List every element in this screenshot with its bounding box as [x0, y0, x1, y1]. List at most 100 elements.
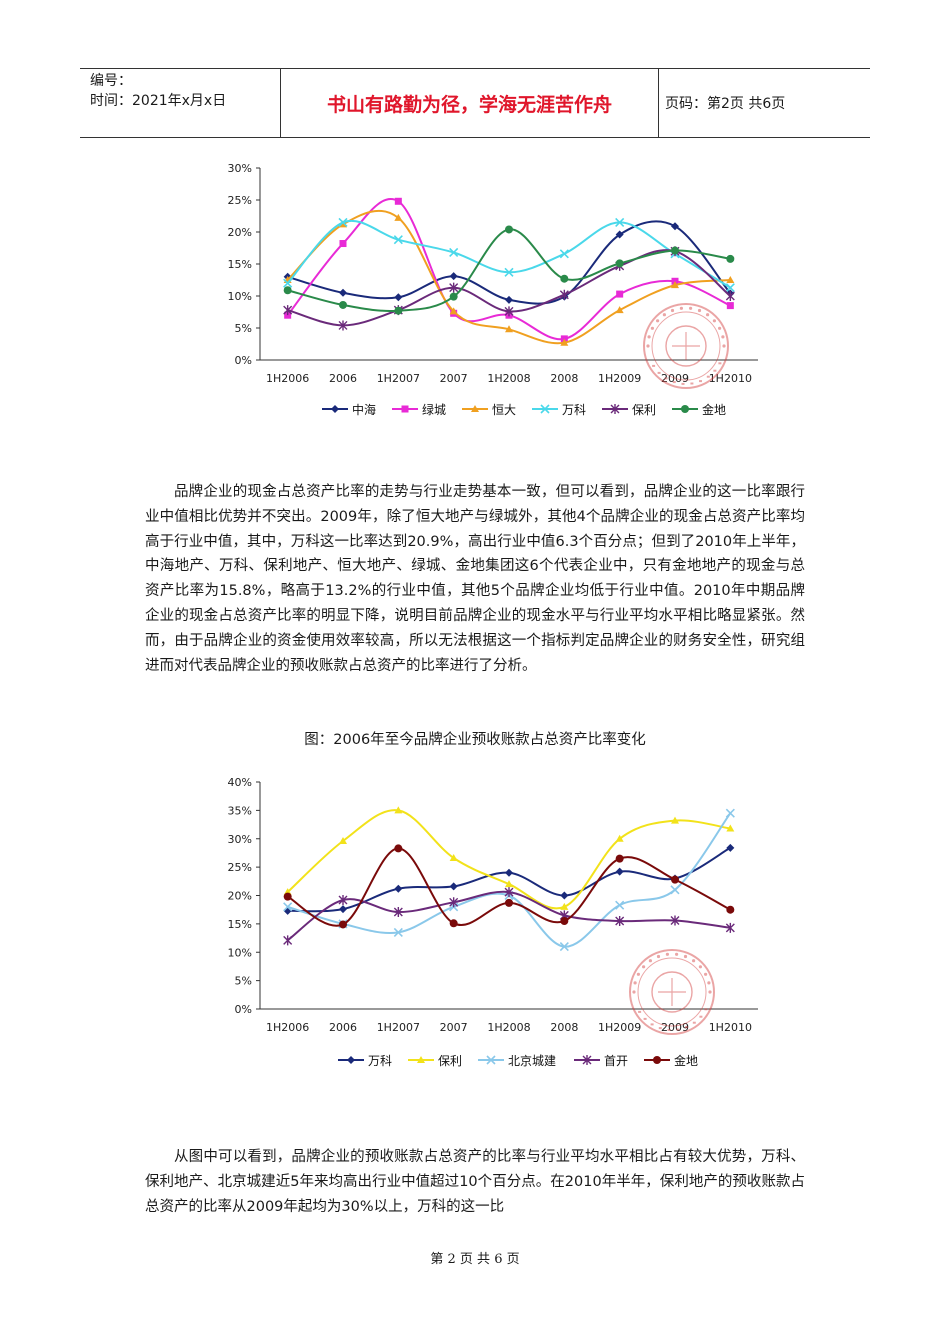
data-point [504, 887, 514, 898]
data-point [726, 254, 735, 263]
data-point [671, 281, 679, 289]
legend-marker [653, 1056, 661, 1064]
y-tick-label: 10% [228, 290, 252, 303]
data-point [505, 880, 513, 888]
data-point [615, 867, 624, 876]
x-tick-label: 2008 [550, 372, 578, 385]
x-tick-label: 1H2006 [266, 372, 309, 385]
series-line [287, 812, 732, 948]
legend-item: 绿城 [392, 402, 446, 417]
data-point [505, 325, 513, 333]
x-tick-label: 2007 [440, 372, 468, 385]
data-point [449, 307, 458, 315]
y-tick-label: 25% [228, 861, 252, 874]
data-point [393, 927, 403, 937]
data-point [615, 230, 624, 239]
data-point [671, 222, 679, 231]
header-meta: 编号： 时间：2021年x月x日 [80, 69, 280, 137]
data-point [393, 235, 403, 245]
legend-label: 金地 [674, 1053, 698, 1068]
legend-marker [610, 404, 620, 414]
legend-marker [401, 405, 409, 413]
y-tick-label: 15% [228, 918, 252, 931]
data-point [339, 288, 347, 297]
data-point [560, 917, 569, 926]
y-tick-label: 35% [228, 804, 252, 817]
figure-caption: 图：2006年至今品牌企业预收账款占总资产比率变化 [304, 732, 646, 748]
x-tick-label: 1H2010 [709, 372, 752, 385]
data-point [671, 816, 679, 824]
y-tick-label: 15% [228, 258, 252, 271]
data-point [339, 300, 347, 309]
series-4 [283, 887, 735, 946]
data-point [560, 274, 569, 283]
data-point [504, 306, 514, 317]
x-tick-label: 2007 [440, 1021, 468, 1034]
data-point [616, 290, 624, 298]
y-tick-label: 5% [235, 322, 252, 335]
legend-item: 保利 [408, 1054, 462, 1068]
y-tick-label: 10% [228, 946, 252, 959]
x-tick-label: 1H2009 [598, 372, 641, 385]
legend-item: 金地 [672, 402, 726, 417]
legend-item: 恒大 [462, 403, 516, 417]
data-point [725, 291, 735, 301]
data-point [615, 217, 625, 227]
legend-item: 保利 [602, 403, 656, 417]
data-point [449, 854, 458, 862]
series-6 [283, 225, 735, 315]
time-label: 时间：2021年x月x日 [90, 93, 227, 109]
paragraph-cash-ratio: 品牌企业的现金占总资产比率的走势与行业走势基本一致，但可以看到，品牌企业的这一比… [145, 484, 805, 674]
legend-label: 保利 [632, 403, 656, 417]
legend-label: 万科 [368, 1054, 392, 1068]
data-point [449, 282, 459, 293]
series-1 [283, 220, 735, 305]
legend-marker [331, 405, 339, 413]
data-point [338, 895, 348, 906]
advance-receipts-chart: 0% 5% 10% 15% 20% 25% 30% 35% 40% 1H2006 2006 1H200… [228, 776, 758, 1068]
legend-label: 保利 [438, 1054, 462, 1068]
y-tick-label: 5% [235, 975, 252, 988]
watermark-seal [629, 949, 715, 1035]
y-tick-label: 0% [235, 1003, 252, 1016]
x-tick-label: 2009 [661, 372, 689, 385]
number-label: 编号： [90, 73, 132, 89]
data-point [338, 320, 348, 331]
legend-item: 北京城建 [478, 1054, 556, 1068]
data-point [504, 267, 514, 277]
page-footer: 第 2 页 共 6 页 [430, 1252, 520, 1267]
data-point [505, 295, 513, 304]
x-tick-label: 1H2010 [709, 1021, 752, 1034]
data-point [726, 824, 735, 832]
legend-item: 金地 [644, 1053, 698, 1068]
paragraph-advance-receipts: 从图中可以看到，品牌企业的预收账款占总资产的比率与行业平均水平相比占有较大优势，… [145, 1149, 805, 1215]
data-point [449, 292, 458, 301]
x-tick-label: 1H2007 [377, 1021, 420, 1034]
data-point [394, 197, 402, 205]
data-point [394, 844, 403, 853]
data-point [283, 935, 293, 946]
header-page-label: 页码：第2页 共6页 [665, 96, 786, 112]
page-header: 编号： 时间：2021年x月x日 书山有路勤为径，学海无涯苦作舟 页码：第2页 … [80, 68, 870, 138]
data-point [615, 854, 624, 863]
legend-marker [582, 1055, 592, 1065]
data-point [394, 293, 403, 302]
legend-label: 首开 [604, 1054, 628, 1068]
data-point [283, 278, 293, 288]
data-point [339, 220, 347, 228]
data-point [393, 906, 403, 917]
x-tick-label: 1H2008 [487, 372, 530, 385]
y-tick-label: 20% [228, 890, 252, 903]
data-point [339, 837, 347, 845]
y-tick-label: 30% [228, 833, 252, 846]
x-tick-label: 2009 [661, 1021, 689, 1034]
data-point [283, 305, 293, 316]
data-point [339, 905, 347, 914]
y-tick-label: 30% [228, 162, 252, 175]
data-point [449, 897, 459, 908]
data-point [283, 892, 292, 901]
data-point [670, 885, 680, 895]
y-tick-label: 40% [228, 776, 252, 789]
data-point [394, 306, 403, 315]
legend-label: 万科 [562, 403, 586, 417]
